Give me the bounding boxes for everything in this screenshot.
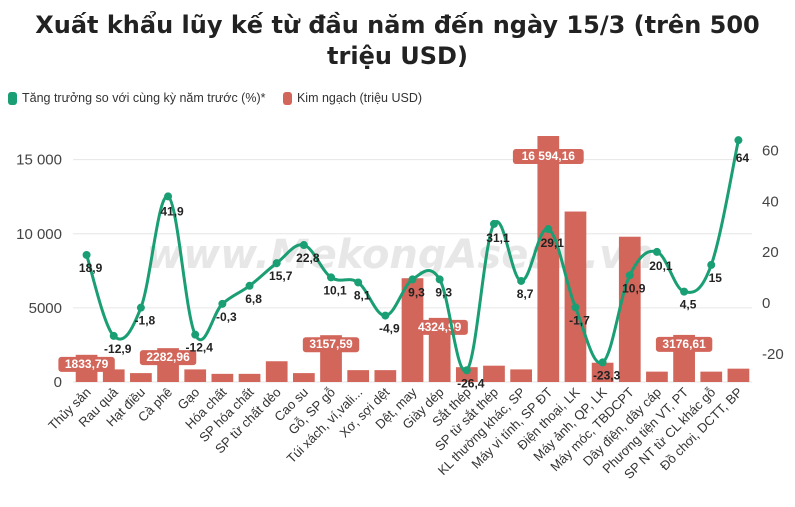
y-right-tick-label: 20 (762, 244, 779, 261)
growth-label: 31,1 (486, 231, 510, 245)
bar-label-bg (655, 336, 713, 352)
bar-label: 16 594,16 (522, 149, 576, 163)
growth-label: 22,8 (296, 251, 320, 265)
bar (265, 361, 288, 382)
legend-swatch-growth (8, 91, 17, 105)
growth-label: -4,9 (379, 322, 400, 336)
growth-label: -23,3 (593, 368, 621, 382)
bar (130, 373, 152, 382)
growth-point (191, 330, 200, 339)
growth-point (652, 247, 661, 256)
bar-label-bg (302, 337, 360, 353)
bar-label-bg (512, 149, 584, 164)
growth-point (489, 219, 498, 228)
bar (184, 369, 207, 382)
growth-label: -1,7 (569, 313, 590, 327)
growth-point (136, 303, 145, 312)
y-right-tick-label: 40 (762, 193, 779, 210)
bar (564, 211, 587, 382)
legend-swatch-value (282, 91, 292, 105)
chart-title: Xuất khẩu lũy kế từ đầu năm đến ngày 15/… (35, 11, 760, 70)
y-left-tick-label: 10 000 (16, 226, 62, 243)
legend-item-growth: Tăng trưởng so với cùng kỳ năm trước (%)… (8, 91, 265, 105)
growth-point (571, 303, 580, 312)
growth-point (245, 281, 254, 290)
growth-point (272, 259, 281, 268)
bar-label: 4324,99 (418, 320, 462, 334)
growth-point (517, 276, 526, 285)
legend: Tăng trưởng so với cùng kỳ năm trước (%)… (8, 91, 436, 111)
growth-label: 8,1 (354, 288, 371, 302)
legend-item-value: Kim ngạch (triệu USD) (282, 91, 423, 105)
growth-point (164, 192, 173, 201)
bar (700, 371, 723, 382)
growth-label: 9,3 (408, 285, 425, 299)
growth-label: 15 (709, 271, 723, 285)
growth-point (299, 241, 308, 250)
growth-point (680, 287, 689, 296)
growth-point (598, 358, 607, 367)
bar (238, 373, 261, 382)
growth-label: 4,5 (680, 298, 697, 312)
y-right-tick-label: 60 (762, 142, 779, 159)
growth-label: 64 (736, 151, 750, 165)
bar (347, 370, 370, 382)
bar-label: 1833,79 (65, 357, 109, 371)
bar-label-bg (58, 356, 115, 372)
growth-label: -12,4 (186, 341, 214, 355)
growth-point (707, 260, 716, 269)
bar-label-bg (139, 350, 197, 366)
bar (591, 362, 614, 382)
growth-point (218, 299, 227, 308)
y-right-tick-label: 0 (762, 295, 770, 312)
bar-label: 3157,59 (309, 337, 353, 351)
growth-label: -1,8 (135, 314, 156, 328)
bar-label: 2282,96 (146, 350, 190, 364)
bar (374, 370, 397, 382)
y-right-tick-label: -20 (762, 346, 784, 363)
bar (455, 367, 478, 382)
bar (102, 369, 125, 382)
growth-label: 9,3 (435, 285, 452, 299)
legend-label-growth: Tăng trưởng so với cùng kỳ năm trước (%)… (22, 91, 266, 105)
growth-label: 29,1 (541, 236, 565, 250)
growth-label: -12,9 (104, 342, 132, 356)
growth-label: 8,7 (517, 287, 534, 301)
bar (211, 373, 234, 382)
growth-label: 6,8 (245, 292, 262, 306)
growth-label: 41,9 (160, 204, 184, 218)
growth-label: 10,9 (622, 281, 646, 295)
growth-label: 18,9 (79, 261, 103, 275)
bar (292, 373, 315, 382)
growth-point (327, 273, 336, 282)
growth-point (462, 366, 471, 375)
legend-label-value: Kim ngạch (triệu USD) (296, 91, 423, 105)
growth-point (109, 331, 118, 340)
y-left-tick-label: 0 (54, 374, 62, 391)
growth-point (544, 225, 553, 234)
growth-point (435, 275, 444, 284)
growth-point (625, 271, 634, 280)
growth-point (82, 250, 91, 259)
bar (618, 236, 641, 382)
bar (483, 365, 505, 382)
growth-point (408, 275, 417, 284)
bar (510, 369, 533, 382)
y-left-tick-label: 15 000 (16, 152, 62, 169)
growth-label: 10,1 (323, 283, 347, 297)
bar-label: 3176,61 (662, 337, 706, 351)
y-left-tick-label: 5000 (29, 300, 62, 317)
bar (646, 371, 668, 382)
growth-point (381, 311, 390, 320)
growth-label: 20,1 (649, 259, 673, 273)
growth-label: -0,3 (216, 310, 237, 324)
growth-point (354, 278, 363, 287)
growth-point (734, 136, 743, 145)
growth-label: -26,4 (457, 376, 485, 390)
growth-label: 15,7 (269, 269, 293, 283)
bar (727, 368, 750, 382)
bar (537, 136, 560, 382)
